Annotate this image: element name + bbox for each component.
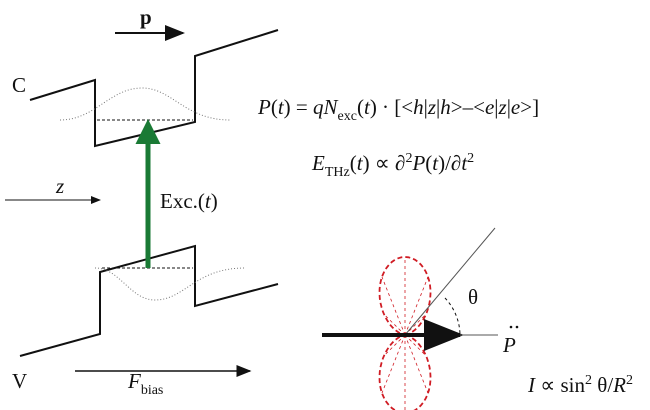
polarization-equation: P(t) = qNexc(t) · [<h|z|h>–<e|z|e>] — [257, 95, 539, 124]
lobe-ray — [405, 335, 426, 356]
dipole-label: P — [502, 333, 516, 357]
momentum-label: p — [140, 5, 152, 29]
lobe-ray — [405, 335, 428, 393]
intensity-formula: I ∝ sin2 θ/R2 — [527, 373, 633, 397]
lobe-ray — [384, 335, 405, 356]
excitation-label: Exc.(t) — [160, 189, 218, 213]
electron-wavefunction — [60, 88, 230, 120]
hole-wavefunction — [95, 268, 245, 300]
conduction-label: C — [12, 73, 26, 97]
thz-equation: ETHz(t) ∝ ∂2P(t)/∂t2 — [311, 151, 474, 180]
z-label: z — [55, 174, 64, 198]
lobe-ray — [384, 314, 405, 335]
lobe-ray — [382, 277, 405, 335]
conduction-band — [30, 30, 278, 146]
valence-label: V — [12, 369, 27, 393]
dot — [516, 326, 519, 329]
dot — [510, 326, 513, 329]
lobe-ray — [405, 277, 428, 335]
angle-label: θ — [468, 285, 478, 309]
observation-direction — [405, 228, 495, 335]
bias-label: Fbias — [127, 369, 163, 398]
lobe-ray — [382, 335, 405, 393]
diagram: p C V z Exc.(t) Fbias P(t) = qNexc(t) · … — [0, 0, 650, 410]
angle-arc — [445, 298, 460, 335]
